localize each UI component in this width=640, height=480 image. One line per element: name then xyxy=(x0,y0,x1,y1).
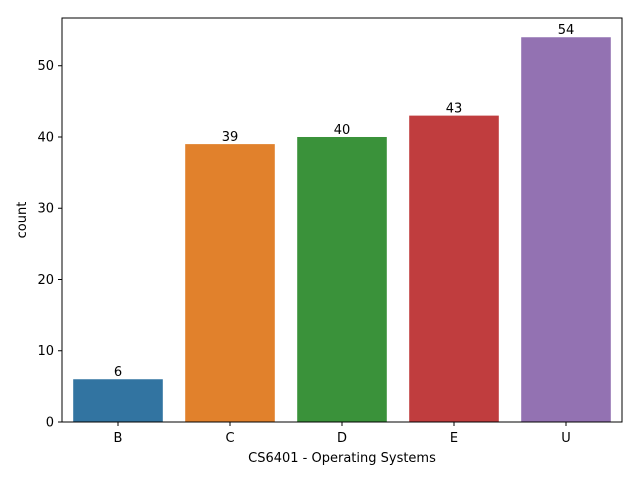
data-label-U: 54 xyxy=(558,23,575,38)
y-tick-label-50: 50 xyxy=(37,59,54,74)
x-axis-title: CS6401 - Operating Systems xyxy=(248,451,436,466)
bar-U xyxy=(521,37,611,422)
y-tick-label-0: 0 xyxy=(46,416,54,431)
data-label-C: 39 xyxy=(222,130,239,145)
x-tick-label-D: D xyxy=(337,431,347,446)
y-tick-label-40: 40 xyxy=(37,130,54,145)
data-label-D: 40 xyxy=(334,123,351,138)
y-tick-label-20: 20 xyxy=(37,273,54,288)
x-tick-label-C: C xyxy=(225,431,234,446)
x-tick-label-U: U xyxy=(561,431,571,446)
y-tick-label-10: 10 xyxy=(37,344,54,359)
x-tick-label-B: B xyxy=(114,431,123,446)
data-label-E: 43 xyxy=(446,102,463,117)
bar-E xyxy=(409,115,499,423)
bar-D xyxy=(297,136,387,422)
data-labels-layer: 6 39 40 43 54 xyxy=(114,23,574,380)
y-axis: 0 10 20 30 40 50 xyxy=(37,59,62,431)
bar-B xyxy=(73,379,163,422)
y-axis-title: count xyxy=(15,202,30,239)
x-tick-label-E: E xyxy=(450,431,458,446)
plot-frame xyxy=(61,17,623,423)
bar-C xyxy=(185,144,275,423)
data-label-B: 6 xyxy=(114,365,122,380)
y-tick-label-30: 30 xyxy=(37,202,54,217)
bars-layer xyxy=(73,37,611,423)
